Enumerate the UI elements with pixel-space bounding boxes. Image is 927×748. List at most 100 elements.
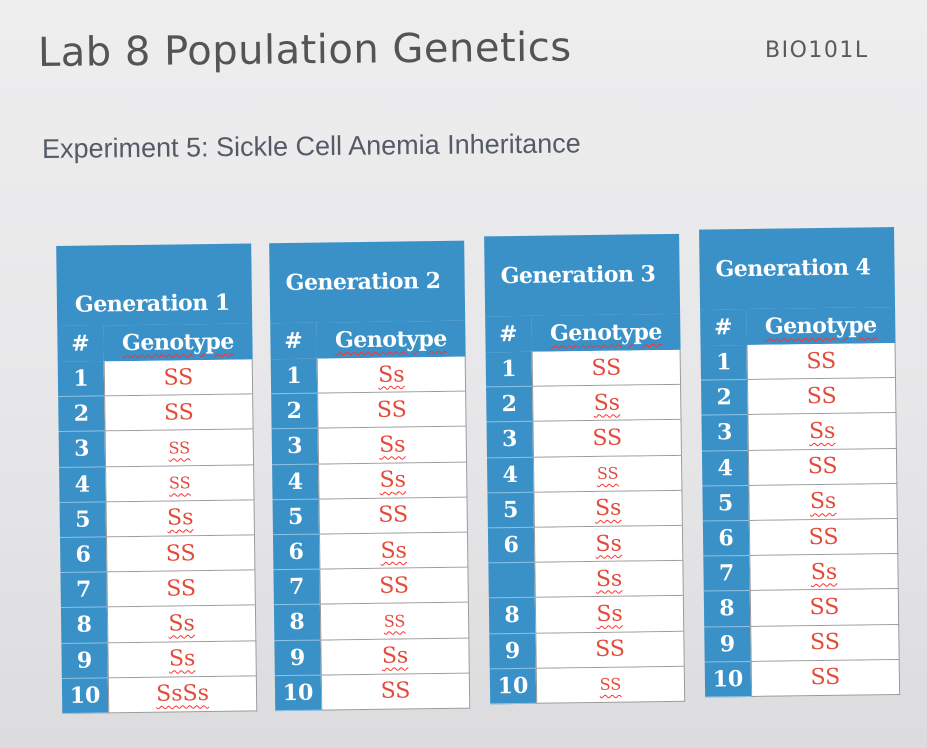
column-header-row: # Genotype xyxy=(485,313,681,353)
genotype-cell: SS xyxy=(106,570,256,608)
row-number: 3 xyxy=(58,431,106,468)
genotype-cell: SS xyxy=(748,518,899,557)
table-row: 2 Ss xyxy=(486,385,682,423)
genotype-cell: SS xyxy=(104,394,254,432)
table-row: 6 Ss xyxy=(487,525,684,564)
page-title: Lab 8 Population Genetics xyxy=(37,24,572,76)
row-number: 4 xyxy=(486,457,534,494)
genotype-cell: SS xyxy=(749,589,900,627)
table-row: 3 Ss xyxy=(271,427,468,465)
table-row: 8 SS xyxy=(703,589,900,628)
genotype-cell: SS xyxy=(103,359,254,397)
column-header-genotype: Genotype xyxy=(316,320,466,359)
row-number: 5 xyxy=(59,502,107,538)
row-number: 10 xyxy=(704,661,752,698)
row-number: 3 xyxy=(271,428,319,465)
column-header-number: # xyxy=(485,315,532,353)
row-number: 3 xyxy=(486,422,533,458)
column-header-genotype: Genotype xyxy=(531,313,681,352)
course-code: BIO101L xyxy=(765,38,869,63)
genotype-cell: SS xyxy=(318,497,468,535)
genotype-cell: Ss xyxy=(748,483,898,521)
table-row: 1 Ss xyxy=(270,356,467,395)
column-header-row: # Genotype xyxy=(700,307,896,346)
generation-tables: Generation 1 # Genotype 1 SS 2 SS 3 SS 4 SS … xyxy=(56,221,902,714)
table-row: 5 Ss xyxy=(487,490,683,529)
genotype-cell: SS xyxy=(535,666,686,704)
column-header-row: # Genotype xyxy=(270,320,466,360)
row-number: 1 xyxy=(485,351,533,388)
row-number: 5 xyxy=(487,492,534,529)
row-number: 3 xyxy=(701,415,748,452)
row-number: 5 xyxy=(272,499,319,536)
genotype-cell: SS xyxy=(535,631,685,669)
table-row: 10 SS xyxy=(489,666,686,705)
row-number: 6 xyxy=(60,537,107,574)
generation-table-2: Generation 2 # Genotype 1 Ss 2 SS 3 Ss 4 Ss … xyxy=(269,240,471,712)
generation-title: Generation 3 xyxy=(484,233,681,317)
column-header-genotype: Genotype xyxy=(103,323,253,362)
genotype-cell: SS xyxy=(104,429,255,467)
table-row: 9 Ss xyxy=(61,640,257,679)
row-number: 4 xyxy=(701,450,749,487)
genotype-cell: SsSs xyxy=(107,676,258,714)
row-number: 7 xyxy=(60,572,107,609)
table-row: 10 SS xyxy=(274,673,471,712)
table-row: 2 SS xyxy=(58,394,254,433)
row-number: 9 xyxy=(61,642,108,679)
genotype-cell: SS xyxy=(317,391,467,429)
genotype-cell: SS xyxy=(105,464,255,503)
genotype-cell: Ss xyxy=(320,638,470,676)
table-row: 7 SS xyxy=(60,570,256,609)
column-header-genotype: Genotype xyxy=(746,307,896,345)
table-row: 4 SS xyxy=(486,455,683,494)
table-row: 6 SS xyxy=(702,518,899,557)
column-header-number: # xyxy=(270,322,317,360)
table-row: Ss xyxy=(488,560,684,599)
genotype-cell: Ss xyxy=(749,554,899,592)
row-number: 8 xyxy=(488,598,536,634)
table-row: 8 Ss xyxy=(60,605,257,644)
genotype-cell: Ss xyxy=(747,413,897,451)
genotype-cell: Ss xyxy=(533,490,683,528)
row-number: 4 xyxy=(59,466,106,503)
row-number: 6 xyxy=(702,520,750,557)
table-row: 5 Ss xyxy=(702,483,898,522)
table-row: 8 Ss xyxy=(488,596,685,634)
generation-table-4: Generation 4 # Genotype 1 SS 2 SS 3 Ss 4 SS … xyxy=(699,227,901,698)
table-row: 3 SS xyxy=(58,429,255,468)
table-row: 2 SS xyxy=(701,378,897,416)
row-number: 2 xyxy=(58,396,105,433)
table-row: 1 SS xyxy=(57,359,254,398)
table-row: 8 SS xyxy=(273,602,470,641)
genotype-cell: Ss xyxy=(317,427,468,465)
column-header-row: # Genotype xyxy=(57,323,253,362)
genotype-cell: Ss xyxy=(106,605,257,643)
genotype-cell: Ss xyxy=(105,500,255,538)
table-row: 5 Ss xyxy=(59,500,255,538)
generation-title: Generation 4 xyxy=(699,227,896,310)
genotype-cell: SS xyxy=(106,535,256,573)
row-number: 2 xyxy=(701,380,748,416)
table-row: 1 SS xyxy=(700,343,896,381)
generation-title: Generation 1 xyxy=(56,243,253,326)
genotype-cell: Ss xyxy=(532,385,682,423)
genotype-cell: SS xyxy=(319,567,469,605)
table-row: 1 SS xyxy=(485,349,682,388)
table-row: 3 Ss xyxy=(701,413,897,452)
genotype-cell: SS xyxy=(532,455,683,493)
genotype-cell: SS xyxy=(746,378,897,416)
row-number: 7 xyxy=(273,569,320,606)
row-number: 2 xyxy=(486,386,533,423)
table-row: 7 SS xyxy=(273,567,469,606)
generation-table-3: Generation 3 # Genotype 1 SS 2 Ss 3 SS 4 SS … xyxy=(484,233,686,705)
row-number: 6 xyxy=(487,527,535,564)
row-number: 6 xyxy=(272,534,320,571)
table-row: 4 SS xyxy=(701,448,898,487)
row-number: 10 xyxy=(61,678,109,714)
genotype-cell: SS xyxy=(532,420,682,458)
genotype-cell: Ss xyxy=(534,596,685,634)
table-row: 4 SS xyxy=(59,464,255,503)
table-row: 4 Ss xyxy=(272,462,468,500)
